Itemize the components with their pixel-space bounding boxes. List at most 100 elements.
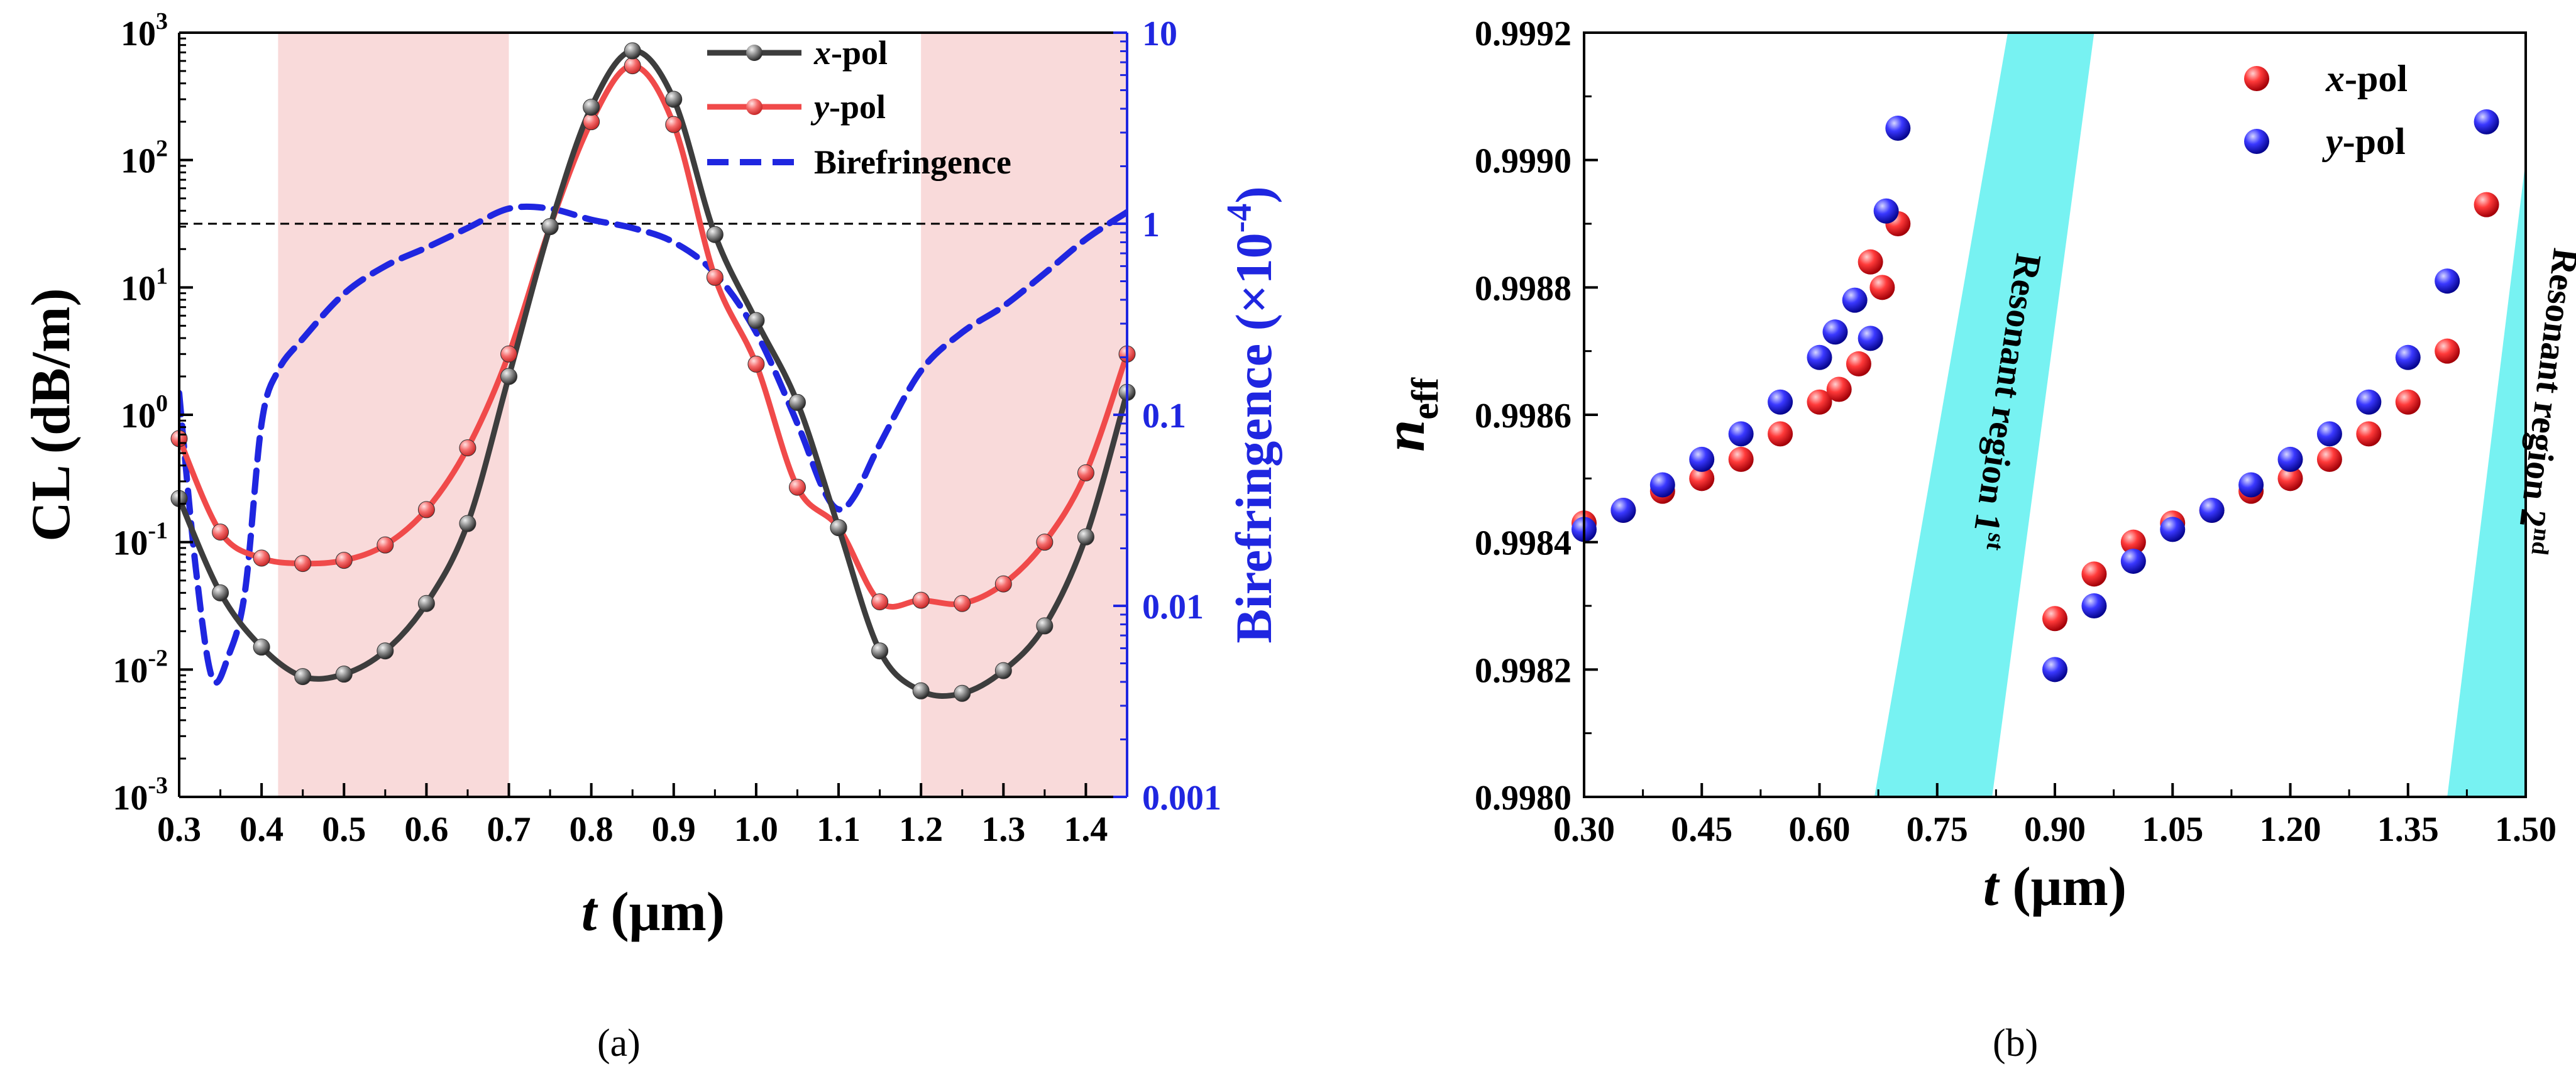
marker-xpol-1	[212, 584, 229, 601]
point-ypol-7	[1822, 319, 1848, 345]
point-ypol-4	[1728, 421, 1754, 447]
marker-xpol-10	[583, 99, 600, 116]
series-line-birefringence	[179, 203, 1127, 686]
point-ypol-13	[2081, 593, 2107, 618]
point-ypol-6	[1807, 344, 1832, 370]
marker-ypol-5	[377, 536, 394, 554]
marker-ypol-2	[253, 549, 270, 567]
y2-tick-label-a: 0.1	[1142, 397, 1186, 436]
y-tick-label-b: 0.9986	[1475, 397, 1571, 436]
point-xpol-23	[2474, 192, 2499, 217]
panel-a-y-axis-label: CL (dB/m)	[21, 288, 82, 541]
x-tick-label-a: 0.9	[652, 810, 696, 849]
y2-tick-label-a: 0.01	[1142, 588, 1204, 627]
point-ypol-21	[2395, 344, 2421, 370]
x-tick-label-a: 1.3	[981, 810, 1025, 849]
x-tick-label-a: 1.0	[734, 810, 778, 849]
shaded-region-1	[278, 33, 509, 797]
marker-xpol-3	[294, 668, 312, 686]
point-ypol-11	[1885, 116, 1911, 141]
marker-ypol-12	[665, 116, 683, 133]
y-tick-label-b: 0.9982	[1475, 651, 1571, 690]
marker-xpol-7	[459, 515, 476, 532]
marker-xpol-9	[541, 218, 559, 236]
x-tick-label-b: 1.05	[2142, 810, 2203, 849]
legend-marker-ypol	[746, 99, 762, 115]
marker-ypol-1	[212, 524, 229, 541]
point-xpol-21	[2395, 389, 2421, 415]
legend-marker-ypol-b	[2244, 129, 2269, 154]
marker-xpol-12	[665, 90, 683, 108]
marker-xpol-13	[706, 226, 724, 243]
x-tick-label-b: 0.75	[1907, 810, 1968, 849]
shaded-region-2	[921, 33, 1127, 797]
point-ypol-12	[2042, 657, 2067, 683]
point-xpol-9	[1858, 249, 1883, 275]
point-xpol-22	[2435, 338, 2460, 364]
point-ypol-16	[2199, 498, 2225, 523]
x-tick-label-b: 0.30	[1553, 810, 1615, 849]
marker-xpol-5	[377, 642, 394, 660]
y-tick-label-b: 0.9992	[1475, 14, 1571, 53]
marker-ypol-18	[912, 591, 930, 609]
marker-ypol-3	[294, 555, 312, 573]
panel-a-shaded-regions	[278, 33, 1127, 797]
y-tick-label-a: 10-2	[113, 645, 168, 690]
point-ypol-9	[1858, 326, 1883, 351]
marker-xpol-2	[253, 639, 270, 656]
point-xpol-10	[1869, 275, 1895, 300]
x-tick-label-a: 1.1	[817, 810, 861, 849]
legend-label-ypol-b: y-pol	[2322, 121, 2406, 162]
panel-b-points	[1571, 109, 2499, 683]
marker-xpol-19	[954, 684, 971, 702]
y-tick-label-b: 0.9980	[1475, 779, 1571, 818]
panel-a-y2-ticks: 0.001 0.01 0.1 1 10	[1113, 14, 1221, 818]
x-tick-label-a: 0.7	[487, 810, 531, 849]
marker-ypol-7	[459, 439, 476, 457]
panel-a-chart: 0.3 0.4 0.5 0.6 0.7 0.8 0.9 1.0 1.1 1.2 1.3 1.4 10-…	[21, 8, 1282, 943]
panel-b-y-ticks: 0.9980 0.9982 0.9984 0.9986 0.9988 0.9990 0.99…	[1475, 14, 1598, 818]
legend-marker-xpol-b	[2244, 66, 2269, 91]
y-tick-label-a: 103	[121, 8, 168, 53]
point-xpol-8	[1846, 351, 1871, 376]
point-xpol-20	[2356, 421, 2382, 447]
point-xpol-13	[2081, 561, 2107, 587]
point-xpol-18	[2277, 466, 2303, 491]
y-tick-label-b: 0.9990	[1475, 142, 1571, 181]
y-tick-label-b: 0.9984	[1475, 524, 1571, 563]
marker-ypol-6	[417, 501, 435, 518]
marker-ypol-8	[500, 345, 518, 363]
marker-xpol-4	[335, 666, 353, 683]
panel-b-x-ticks: 0.30 0.45 0.60 0.75 0.90 1.05 1.20 1.35 1.50	[1553, 783, 2557, 849]
x-tick-label-a: 0.4	[239, 810, 283, 849]
point-ypol-8	[1842, 287, 1868, 313]
point-ypol-23	[2474, 109, 2499, 134]
point-xpol-4	[1728, 446, 1754, 472]
point-xpol-19	[2316, 446, 2342, 472]
y-tick-label-a: 102	[121, 136, 168, 181]
marker-ypol-13	[706, 268, 724, 286]
marker-ypol-11	[624, 57, 641, 75]
y-tick-label-b: 0.9988	[1475, 269, 1571, 308]
x-tick-label-b: 0.60	[1789, 810, 1851, 849]
marker-xpol-22	[1077, 528, 1094, 546]
marker-xpol-15	[788, 393, 806, 411]
marker-xpol-20	[994, 662, 1012, 679]
x-tick-label-a: 0.8	[570, 810, 614, 849]
x-tick-label-a: 1.2	[899, 810, 943, 849]
y-tick-label-a: 100	[121, 390, 168, 436]
marker-ypol-20	[994, 575, 1012, 593]
caption-a: (a)	[597, 1022, 641, 1065]
x-tick-label-b: 0.45	[1671, 810, 1732, 849]
legend-label-birefringence: Birefringence	[814, 143, 1011, 181]
panel-a-x-ticks: 0.3 0.4 0.5 0.6 0.7 0.8 0.9 1.0 1.1 1.2 1.3 1.4	[157, 783, 1108, 849]
x-tick-label-b: 1.35	[2377, 810, 2439, 849]
point-xpol-3	[1689, 466, 1715, 491]
legend-label-ypol: y-pol	[810, 88, 886, 126]
point-ypol-1	[1610, 498, 1636, 523]
point-xpol-7	[1826, 376, 1852, 402]
marker-ypol-21	[1036, 534, 1054, 551]
marker-ypol-10	[583, 113, 600, 131]
